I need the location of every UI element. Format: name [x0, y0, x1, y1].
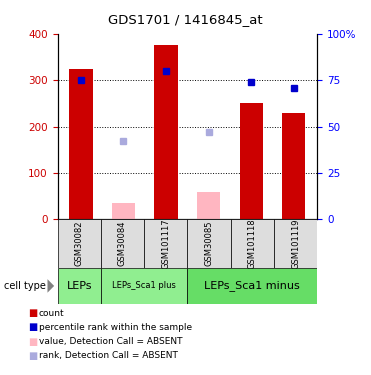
- Bar: [112, 203, 135, 219]
- Bar: [58, 268, 101, 304]
- Text: GSM30085: GSM30085: [204, 221, 213, 267]
- Text: cell type: cell type: [4, 281, 46, 291]
- Bar: [101, 219, 144, 268]
- Text: GSM30084: GSM30084: [118, 221, 127, 267]
- Bar: [69, 69, 93, 219]
- Bar: [144, 219, 187, 268]
- Bar: [187, 219, 231, 268]
- Text: ■: ■: [28, 337, 37, 346]
- Text: ■: ■: [28, 322, 37, 332]
- Bar: [58, 219, 101, 268]
- Text: GSM101119: GSM101119: [291, 219, 300, 269]
- Bar: [197, 192, 220, 219]
- Bar: [154, 45, 178, 219]
- Text: LEPs_Sca1 minus: LEPs_Sca1 minus: [204, 280, 300, 291]
- Text: GSM101117: GSM101117: [161, 218, 170, 269]
- Text: GSM101118: GSM101118: [248, 218, 257, 269]
- Bar: [282, 112, 305, 219]
- Bar: [101, 268, 187, 304]
- Bar: [231, 219, 274, 268]
- Text: ■: ■: [28, 308, 37, 318]
- Bar: [274, 219, 317, 268]
- Text: rank, Detection Call = ABSENT: rank, Detection Call = ABSENT: [39, 351, 178, 360]
- Text: LEPs: LEPs: [66, 281, 92, 291]
- Bar: [240, 104, 263, 219]
- Text: GSM30082: GSM30082: [75, 221, 83, 267]
- Bar: [187, 268, 317, 304]
- Text: value, Detection Call = ABSENT: value, Detection Call = ABSENT: [39, 337, 183, 346]
- Text: count: count: [39, 309, 65, 318]
- Text: LEPs_Sca1 plus: LEPs_Sca1 plus: [112, 281, 176, 290]
- Text: GDS1701 / 1416845_at: GDS1701 / 1416845_at: [108, 13, 263, 26]
- Text: percentile rank within the sample: percentile rank within the sample: [39, 323, 192, 332]
- Text: ■: ■: [28, 351, 37, 361]
